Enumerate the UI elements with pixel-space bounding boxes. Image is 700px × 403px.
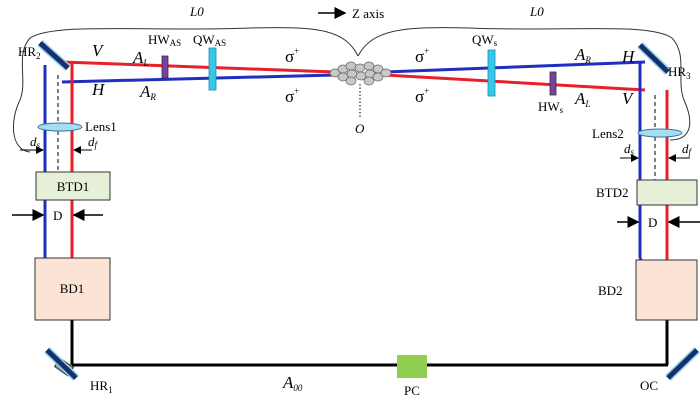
box-label: BD2 — [598, 283, 623, 298]
component-label: HWs — [538, 99, 564, 115]
component-label: QWAS — [193, 32, 226, 48]
l0-label: L0 — [529, 4, 544, 19]
blue-beam — [61, 73, 336, 84]
mode-label: AR — [574, 45, 591, 65]
mirror — [666, 348, 699, 380]
brace-right — [357, 27, 691, 141]
mode-label: AR — [139, 82, 156, 102]
polarization-label: H — [91, 80, 106, 99]
distance-label: D — [648, 215, 657, 230]
l0-label: L0 — [189, 4, 204, 19]
sigma-label: σ+ — [415, 86, 429, 106]
z-axis-label: Z axis — [352, 6, 384, 21]
lens-label: Lens2 — [592, 126, 624, 141]
distance-label: df — [682, 141, 693, 157]
brace-left — [12, 27, 359, 153]
red-beam — [384, 73, 646, 92]
mirror — [38, 41, 70, 70]
btd-box — [35, 171, 111, 201]
box-label: BTD2 — [596, 185, 629, 200]
distance-label: df — [88, 134, 99, 150]
sigma-label: σ+ — [285, 86, 299, 106]
origin-label: O — [355, 121, 365, 136]
lens — [37, 122, 83, 132]
component-label: QWs — [472, 32, 498, 48]
sigma-label: σ+ — [415, 46, 429, 66]
mirror-label: HR3 — [668, 64, 691, 81]
polarization-label: V — [92, 41, 105, 60]
mode-label: AL — [574, 89, 590, 109]
component-label: HWAS — [148, 32, 181, 48]
red-beam — [61, 60, 336, 74]
blue-beam — [384, 60, 646, 74]
polarization-label: H — [621, 47, 636, 66]
half-wave-plate — [161, 55, 169, 79]
mirror — [638, 43, 670, 74]
half-wave-plate — [549, 71, 557, 96]
distance-label: ds — [624, 141, 635, 157]
bd-box — [635, 259, 698, 321]
quarter-wave-plate — [487, 49, 496, 97]
mirror — [45, 348, 78, 380]
polarization-label: V — [622, 89, 635, 108]
mirror-label: OC — [640, 378, 658, 393]
pc-label: PC — [404, 383, 420, 398]
mirror-label: HR2 — [18, 44, 41, 61]
quarter-wave-plate — [208, 47, 217, 91]
bd-box — [34, 257, 111, 321]
box-label: BTD1 — [57, 179, 90, 194]
mode-label: A00 — [282, 373, 303, 393]
mirror-label: HR1 — [90, 378, 113, 395]
lens-label: Lens1 — [85, 119, 117, 134]
distance-label: D — [53, 208, 62, 223]
distance-label: ds — [30, 134, 41, 150]
sigma-label: σ+ — [285, 46, 299, 66]
mode-label: AL — [132, 48, 148, 68]
btd-box — [636, 179, 698, 206]
pc-box — [397, 355, 427, 378]
box-label: BD1 — [60, 281, 85, 296]
lens — [637, 128, 683, 138]
atom-cloud — [329, 61, 392, 86]
